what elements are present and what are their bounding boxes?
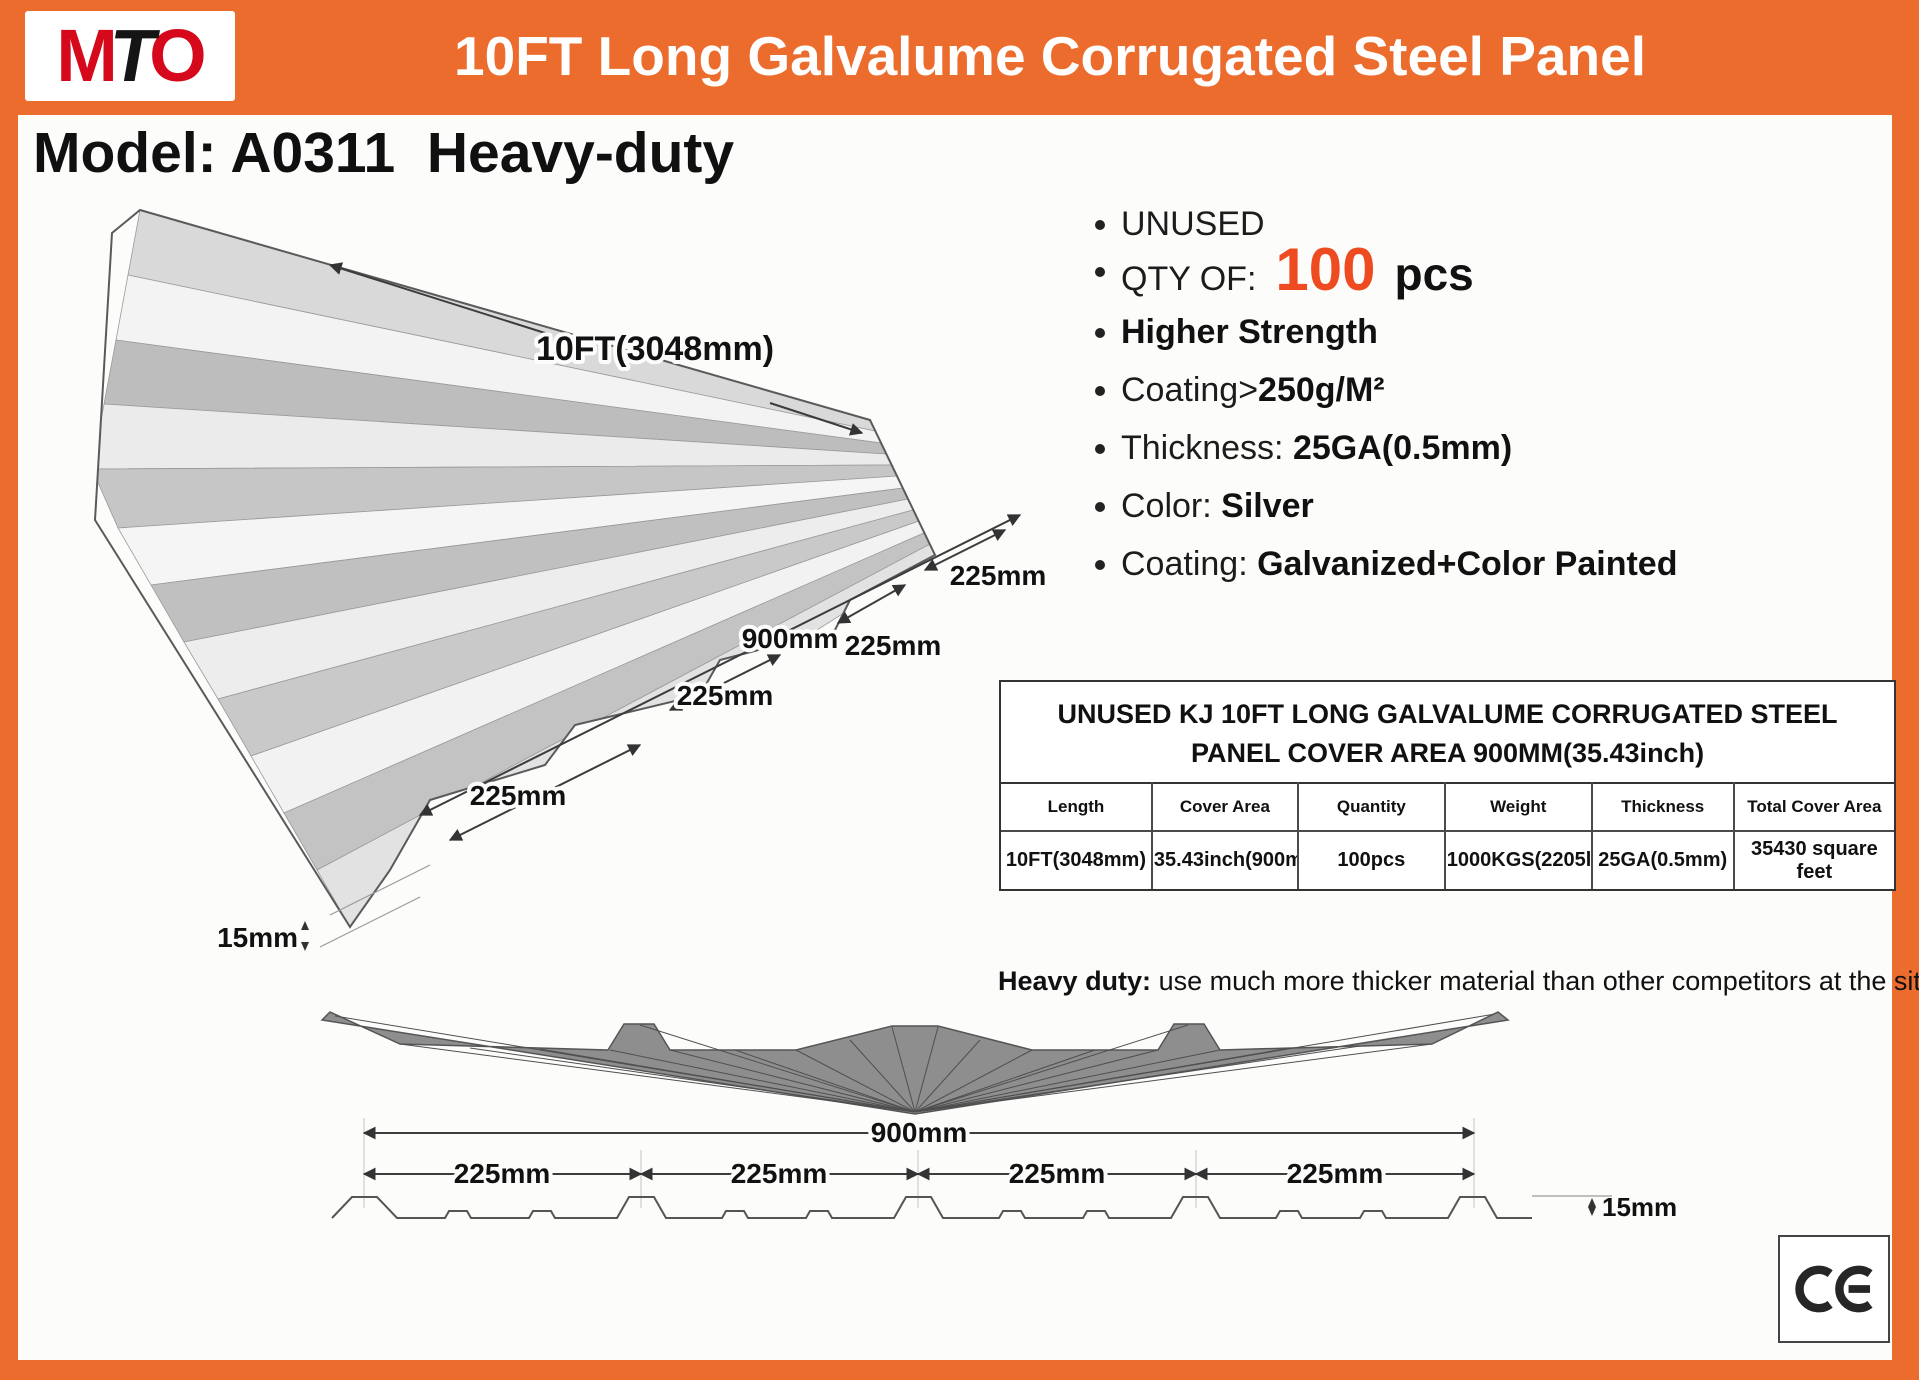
spec-value: Silver bbox=[1221, 487, 1314, 525]
cell-total-cover-area: 35430 square feet bbox=[1732, 830, 1894, 889]
dim-label-225mm-1: 225mm bbox=[454, 1158, 551, 1189]
dim-label-225mm-a: 225mm bbox=[950, 560, 1047, 591]
ce-mark bbox=[1778, 1235, 1890, 1343]
spec-label: Coating>250g/M² bbox=[1121, 371, 1385, 409]
cell-cover-area: 35.43inch(900mm) bbox=[1150, 830, 1299, 889]
dim-label-225mm-4: 225mm bbox=[1287, 1158, 1384, 1189]
table-header-row: Length Cover Area Quantity Weight Thickn… bbox=[1001, 782, 1894, 832]
bullet-icon bbox=[1095, 559, 1105, 570]
bullet-icon bbox=[1095, 327, 1105, 338]
cell-length: 10FT(3048mm) bbox=[1001, 830, 1153, 889]
spec-item-coating-type: Coating: Galvanized+Color Painted bbox=[1095, 545, 1677, 584]
cell-quantity: 100pcs bbox=[1296, 830, 1446, 889]
rib-height-dimension: 15mm bbox=[213, 864, 431, 957]
spec-item-unused: UNUSED bbox=[1095, 205, 1265, 244]
bullet-icon bbox=[1095, 267, 1105, 277]
model-heading: Model: A0311 Heavy-duty bbox=[33, 121, 735, 185]
panel-3d-drawing: 10FT(3048mm) 225mm 225mm 900mm 225mm 225… bbox=[93, 208, 1050, 957]
heavy-duty-note: Heavy duty: use much more thicker materi… bbox=[998, 966, 1919, 997]
segment-dimensions: 225mm 225mm 225mm 225mm bbox=[362, 1154, 1476, 1193]
spec-value: Galvanized+Color Painted bbox=[1257, 545, 1678, 583]
quantity-value: 100 bbox=[1275, 236, 1376, 303]
table-title: UNUSED KJ 10FT LONG GALVALUME CORRUGATED… bbox=[1001, 682, 1894, 782]
table-title-line2: PANEL COVER AREA 900MM(35.43inch) bbox=[1190, 738, 1705, 768]
spec-label: Color: Silver bbox=[1121, 487, 1314, 525]
col-header-weight: Weight bbox=[1443, 782, 1593, 832]
end-view-fan bbox=[320, 1011, 1510, 1115]
cell-weight: 1000KGS(2205lbs) bbox=[1443, 830, 1593, 889]
profile-height-dimension: 15mm bbox=[1532, 1192, 1677, 1222]
spec-item-strength: Higher Strength bbox=[1095, 313, 1378, 352]
quantity-unit: pcs bbox=[1394, 248, 1474, 300]
spec-label: Thickness: 25GA(0.5mm) bbox=[1121, 429, 1513, 467]
note-text: use much more thicker material than othe… bbox=[1151, 966, 1919, 996]
bullet-icon bbox=[1095, 385, 1105, 396]
dim-label-225mm-c: 225mm bbox=[677, 680, 774, 711]
dim-label-15mm: 15mm bbox=[217, 922, 298, 953]
cell-thickness: 25GA(0.5mm) bbox=[1590, 830, 1735, 889]
col-header-cover-area: Cover Area bbox=[1150, 782, 1299, 832]
dim-label-225mm-b: 225mm bbox=[845, 630, 942, 661]
bullet-icon bbox=[1095, 501, 1105, 512]
ce-icon bbox=[1795, 1265, 1873, 1313]
profile-outline bbox=[331, 1196, 1532, 1219]
bullet-icon bbox=[1095, 443, 1105, 454]
profile-drawing: 900mm 225mm 225mm 225mm 225mm 15mm bbox=[320, 1011, 1677, 1222]
table-data-row: 10FT(3048mm) 35.43inch(900mm) 100pcs 100… bbox=[1001, 830, 1894, 889]
spec-value: 25GA(0.5mm) bbox=[1292, 429, 1513, 467]
col-header-total-cover-area: Total Cover Area bbox=[1732, 782, 1894, 832]
spec-label: UNUSED bbox=[1121, 205, 1265, 243]
length-dim-label: 10FT(3048mm) bbox=[536, 330, 774, 368]
bullet-icon bbox=[1095, 219, 1105, 230]
table-title-line1: UNUSED KJ 10FT LONG GALVALUME CORRUGATED… bbox=[1057, 699, 1838, 729]
spec-table: UNUSED KJ 10FT LONG GALVALUME CORRUGATED… bbox=[999, 680, 1896, 891]
col-header-length: Length bbox=[1001, 782, 1153, 832]
dim-label-225mm-3: 225mm bbox=[1009, 1158, 1106, 1189]
col-header-quantity: Quantity bbox=[1296, 782, 1446, 832]
spec-item-coating-weight: Coating>250g/M² bbox=[1095, 371, 1385, 410]
logo-letter-o: O bbox=[149, 14, 207, 97]
dim-label-900mm: 900mm bbox=[742, 623, 839, 654]
length-dimension: 10FT(3048mm) bbox=[328, 262, 864, 436]
dim-label-900mm-bottom: 900mm bbox=[871, 1117, 968, 1148]
dim-label-225mm-d: 225mm bbox=[470, 780, 567, 811]
page-title: 10FT Long Galvalume Corrugated Steel Pan… bbox=[454, 25, 1646, 87]
spec-item-thickness: Thickness: 25GA(0.5mm) bbox=[1095, 429, 1512, 468]
spec-item-color: Color: Silver bbox=[1095, 487, 1314, 526]
note-bold: Heavy duty: bbox=[998, 966, 1152, 996]
spec-label: QTY OF: bbox=[1121, 260, 1257, 298]
logo-letter-m: M bbox=[56, 14, 118, 97]
spec-value: Higher Strength bbox=[1121, 313, 1378, 351]
spec-item-quantity: QTY OF: 100 pcs bbox=[1095, 236, 1474, 303]
col-header-thickness: Thickness bbox=[1590, 782, 1735, 832]
total-width-dimension: 900mm bbox=[362, 1113, 1476, 1152]
width-dimensions: 225mm 225mm 900mm 225mm 225mm bbox=[418, 514, 1050, 841]
spec-label: Coating: Galvanized+Color Painted bbox=[1121, 545, 1678, 583]
dim-label-15mm-bottom: 15mm bbox=[1602, 1192, 1677, 1222]
spec-value: 250g/M² bbox=[1258, 371, 1385, 409]
dim-label-225mm-2: 225mm bbox=[731, 1158, 828, 1189]
